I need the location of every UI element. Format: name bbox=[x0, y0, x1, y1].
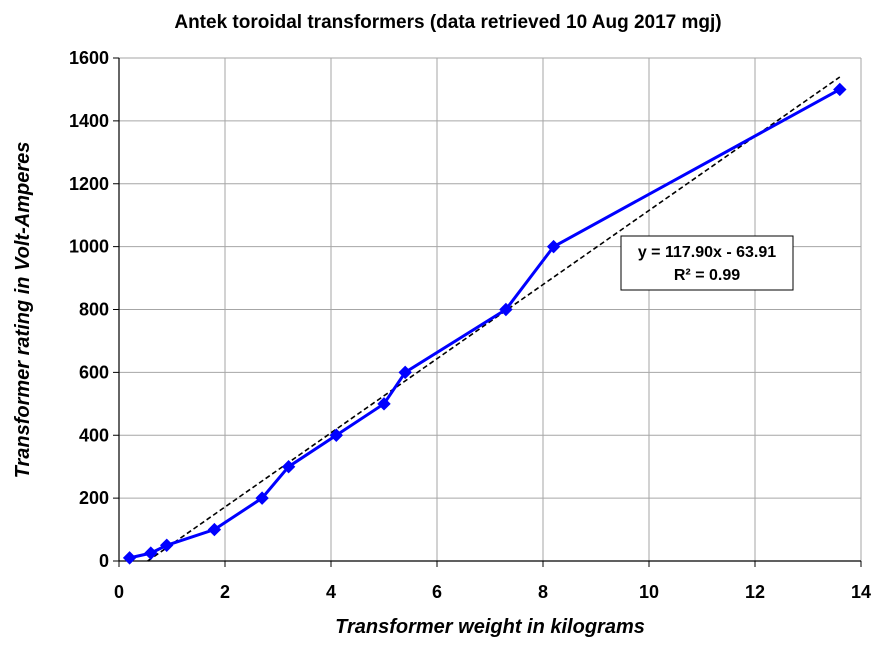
data-point bbox=[833, 82, 847, 97]
x-axis-ticks: 0 2 4 6 8 10 12 14 bbox=[114, 561, 871, 602]
x-tick-label: 10 bbox=[639, 582, 659, 602]
data-point bbox=[281, 459, 296, 474]
data-point bbox=[255, 491, 269, 505]
data-point bbox=[499, 302, 513, 317]
chart-title: Antek toroidal transformers (data retrie… bbox=[174, 12, 721, 33]
data-point bbox=[207, 522, 222, 537]
y-axis-title: Transformer rating in Volt-Amperes bbox=[12, 142, 34, 479]
y-tick-label: 800 bbox=[79, 300, 109, 320]
data-point bbox=[329, 428, 344, 442]
x-tick-label: 2 bbox=[220, 582, 230, 602]
data-point bbox=[377, 397, 391, 411]
trend-equation-box: y = 117.90x - 63.91 R² = 0.99 bbox=[620, 235, 794, 291]
y-axis-ticks: 0 200 400 600 800 1000 1200 1400 1600 bbox=[69, 48, 119, 571]
y-tick-label: 600 bbox=[79, 362, 109, 382]
y-tick-label: 0 bbox=[99, 551, 109, 571]
data-point bbox=[122, 551, 137, 565]
data-point bbox=[398, 365, 412, 380]
x-tick-label: 6 bbox=[432, 582, 442, 602]
x-tick-label: 14 bbox=[851, 582, 871, 602]
data-point bbox=[144, 546, 158, 560]
y-tick-label: 200 bbox=[79, 488, 109, 508]
trend-equation: y = 117.90x - 63.91 bbox=[638, 244, 776, 261]
data-point bbox=[159, 538, 174, 552]
x-tick-label: 4 bbox=[326, 582, 336, 602]
x-tick-label: 0 bbox=[114, 582, 124, 602]
trendline bbox=[147, 76, 841, 562]
x-tick-label: 8 bbox=[538, 582, 548, 602]
y-tick-label: 1600 bbox=[69, 48, 109, 68]
r-squared: R² = 0.99 bbox=[674, 267, 740, 284]
y-tick-label: 1000 bbox=[69, 237, 109, 257]
data-point bbox=[546, 239, 561, 254]
y-tick-label: 1200 bbox=[69, 174, 109, 194]
y-tick-label: 1400 bbox=[69, 111, 109, 131]
data-points bbox=[122, 82, 847, 565]
x-tick-label: 12 bbox=[745, 582, 765, 602]
y-tick-label: 400 bbox=[79, 425, 109, 445]
x-axis-title: Transformer weight in kilograms bbox=[335, 616, 645, 638]
